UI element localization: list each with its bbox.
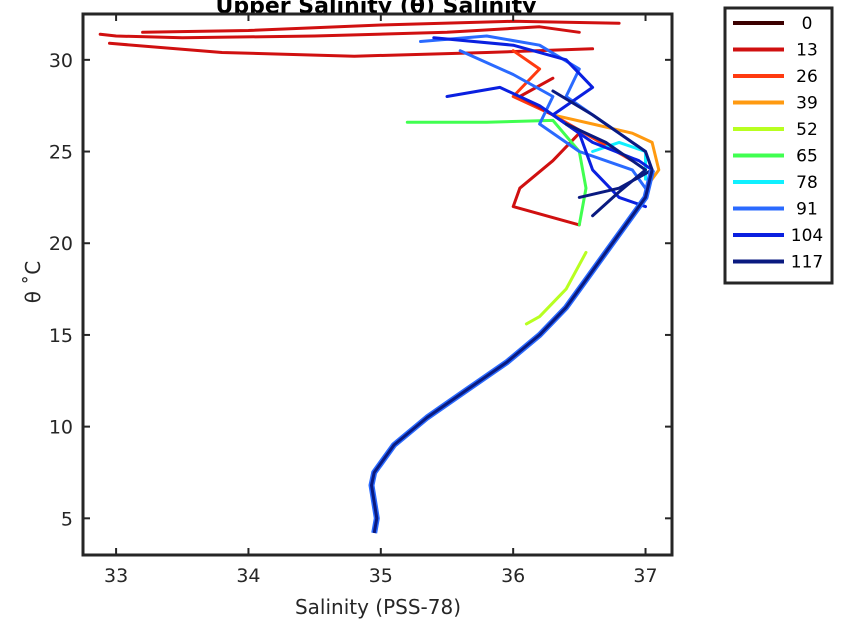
y-tick-label: 20 [49, 233, 73, 255]
legend-label: 117 [791, 253, 823, 273]
x-tick-label: 34 [236, 565, 260, 587]
y-axis: 5 10 15 20 25 30 [49, 50, 672, 530]
legend-label: 26 [796, 67, 818, 87]
y-tick-label: 5 [61, 508, 73, 530]
y-axis-label: θ ˚C [21, 261, 45, 304]
series-line-39 [551, 113, 661, 190]
series-line-13 [141, 19, 621, 34]
x-tick-label: 37 [633, 565, 657, 587]
y-tick-label: 15 [49, 325, 73, 347]
series-line-104 [445, 85, 647, 209]
series-line-65 [405, 118, 588, 227]
legend-label: 0 [802, 14, 813, 34]
legend: 0 13 26 39 52 65 78 91 104 117 [723, 6, 834, 285]
x-tick-label: 33 [104, 565, 128, 587]
y-tick-label: 25 [49, 142, 73, 164]
legend-label: 39 [796, 94, 818, 114]
legend-box [723, 6, 834, 285]
legend-label: 78 [796, 173, 818, 193]
series-line-104 [432, 36, 654, 172]
legend-label: 52 [796, 120, 818, 140]
series-line-117 [551, 89, 654, 199]
legend-label: 104 [791, 226, 823, 246]
legend-label: 91 [796, 200, 818, 220]
x-tick-label: 35 [369, 565, 393, 587]
y-tick-label: 10 [49, 417, 73, 439]
series-line-91 [458, 49, 647, 190]
x-axis: 33 34 35 36 37 [104, 14, 658, 587]
series-line-52 [524, 250, 588, 326]
x-axis-label: Salinity (PSS-78) [295, 595, 461, 619]
legend-label: 65 [796, 147, 818, 167]
deep-profile-line-dark [370, 169, 654, 534]
series-line-13 [108, 41, 595, 58]
y-tick-label: 30 [49, 50, 73, 72]
legend-label: 13 [796, 41, 818, 61]
series-line-13 [98, 25, 581, 40]
plot-frame [81, 12, 674, 557]
series-lines [98, 19, 661, 534]
series-line-117 [564, 122, 647, 218]
x-tick-label: 36 [501, 565, 525, 587]
